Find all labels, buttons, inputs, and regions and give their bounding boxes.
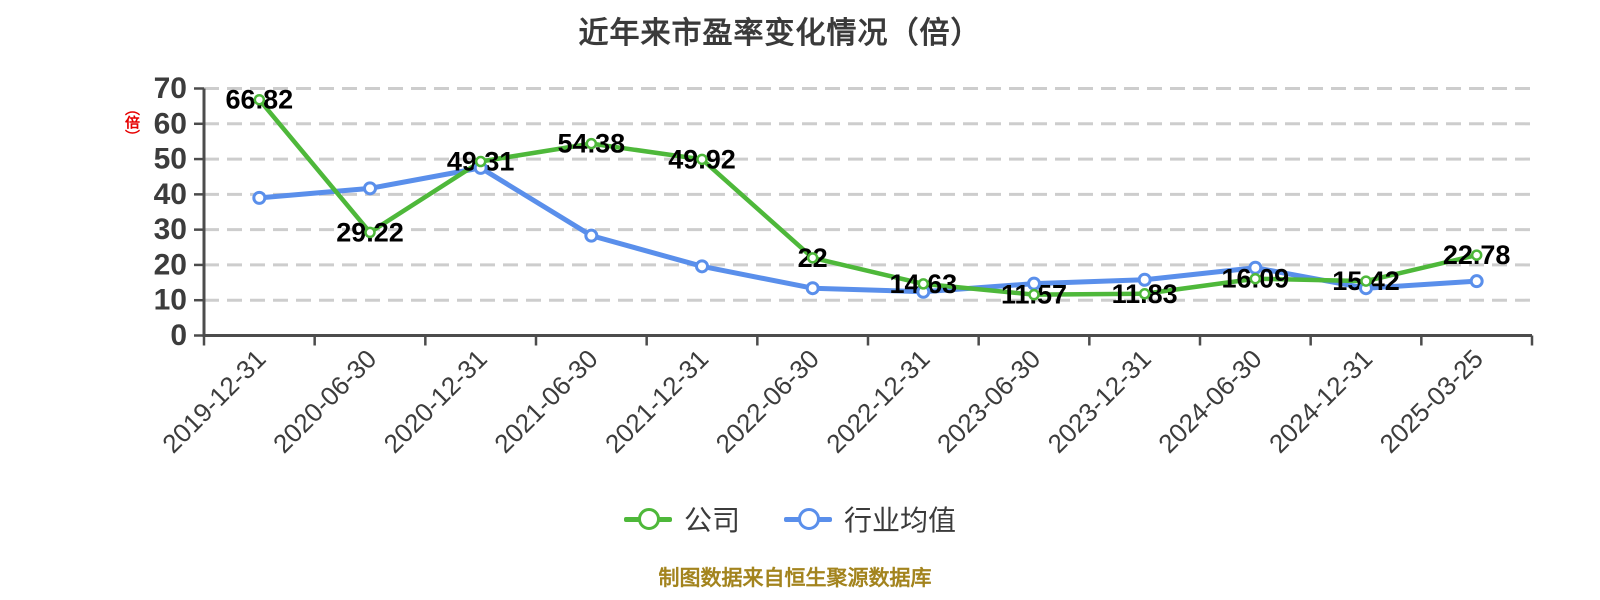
industry-data-point	[1248, 260, 1263, 275]
company-data-point	[696, 153, 708, 166]
y-axis-tick-label: 70	[154, 72, 187, 105]
industry-series-marker-icon	[784, 508, 832, 530]
x-axis-label: 2020-12-31	[378, 344, 493, 459]
x-axis-label: 2024-06-30	[1152, 344, 1267, 459]
company-line	[257, 97, 1479, 297]
legend-item-industry[interactable]: 行业均值	[784, 499, 956, 539]
y-axis-tick-label: 30	[154, 213, 187, 246]
company-data-point	[1028, 288, 1040, 301]
legend: 公司 行业均值	[0, 499, 1580, 539]
y-axis-unit-label: （倍）	[123, 101, 140, 144]
x-axis-label: 2021-12-31	[599, 344, 714, 459]
chart-title: 近年来市盈率变化情况（倍）	[578, 17, 982, 50]
industry-data-point	[695, 259, 709, 274]
x-axis-label: 2020-06-30	[267, 344, 382, 459]
footer-note: 制图数据来自恒生聚源数据库	[658, 567, 932, 590]
legend-label-industry: 行业均值	[844, 505, 957, 536]
company-data-point	[1360, 275, 1372, 287]
x-axis-label: 2023-06-30	[931, 344, 1046, 459]
y-axis-tick-label: 50	[154, 143, 187, 176]
company-data-point	[1470, 249, 1483, 261]
y-axis-tick-label: 10	[154, 284, 187, 317]
industry-data-point	[584, 228, 599, 243]
industry-data-point	[1469, 274, 1484, 289]
industry-data-point	[252, 190, 267, 205]
legend-item-company[interactable]: 公司	[623, 499, 740, 539]
y-axis-tick-label: 20	[154, 248, 187, 281]
company-data-point	[917, 278, 930, 290]
industry-data-point	[805, 281, 820, 296]
industry-data-point	[1137, 272, 1152, 287]
x-axis-label: 2022-06-30	[710, 344, 825, 459]
x-axis-label: 2024-12-31	[1263, 344, 1378, 459]
x-axis-label: 2019-12-31	[156, 344, 271, 459]
company-data-point	[806, 252, 819, 264]
company-data-point	[474, 155, 487, 168]
x-axis-label: 2021-06-30	[488, 344, 603, 459]
company-data-point	[1249, 272, 1262, 285]
industry-data-point	[363, 181, 377, 196]
x-axis-label: 2023-12-31	[1042, 344, 1157, 459]
industry-data-point	[1027, 276, 1041, 291]
company-data-point	[1138, 288, 1151, 300]
y-axis-tick-label: 60	[154, 107, 187, 140]
company-series-marker-icon	[623, 508, 672, 530]
y-axis-tick-label: 0	[170, 319, 187, 352]
legend-label-company: 公司	[683, 505, 740, 536]
company-data-point	[585, 137, 598, 150]
x-axis-label: 2025-03-25	[1374, 344, 1489, 459]
x-axis-label: 2022-12-31	[820, 344, 935, 459]
company-data-point	[364, 226, 376, 239]
company-data-point	[253, 93, 266, 106]
y-axis-tick-label: 40	[154, 178, 187, 211]
